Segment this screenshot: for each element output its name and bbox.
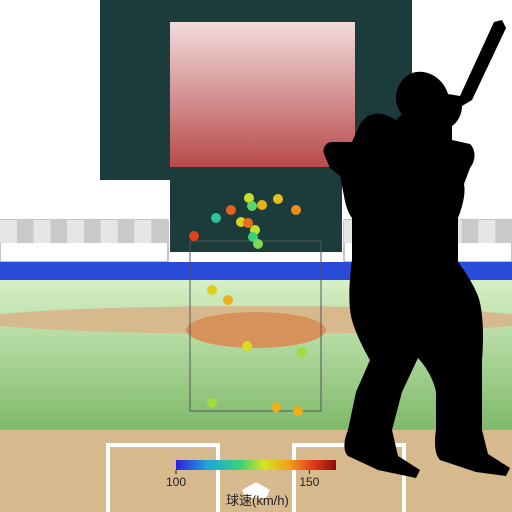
pitch-point [226,205,236,215]
svg-text:100: 100 [166,475,186,489]
pitch-point [207,398,217,408]
pitch-point [291,205,301,215]
pitch-point [293,406,303,416]
pitch-location-chart: 100 150 球速(km/h) [0,0,512,512]
pitch-point [211,213,221,223]
pitch-point [271,402,281,412]
pitchers-mound [186,312,326,348]
pitch-point [297,347,307,357]
pitch-point [189,231,199,241]
pitch-point [223,295,233,305]
svg-text:150: 150 [299,475,319,489]
stands-left [0,220,168,262]
legend-label: 球速(km/h) [226,490,289,509]
pitch-point [207,285,217,295]
chart-svg: 100 150 [0,0,512,512]
pitch-point [257,200,267,210]
pitch-point [253,239,263,249]
pitch-point [273,194,283,204]
pitch-point [247,201,257,211]
pitch-point [242,341,252,351]
